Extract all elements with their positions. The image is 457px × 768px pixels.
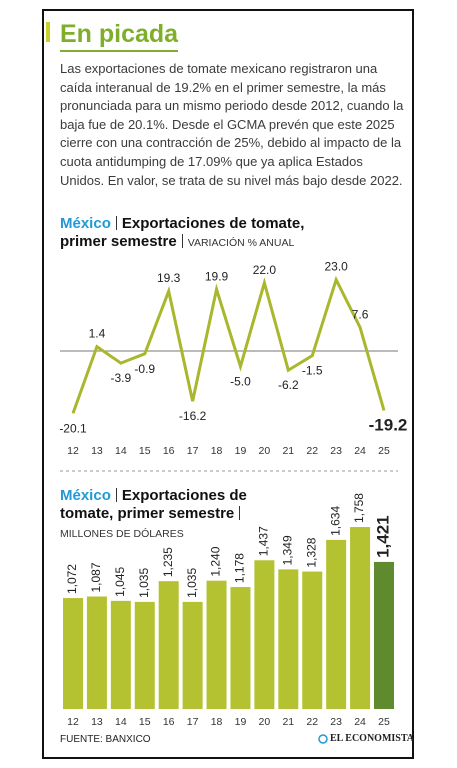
logo-icon <box>318 734 328 744</box>
x-tick-label: 17 <box>187 445 199 457</box>
title-accent <box>46 22 50 42</box>
data-label: 1,421 <box>373 515 392 558</box>
bar <box>254 560 275 709</box>
data-label: 1,634 <box>328 506 342 536</box>
x-tick-label: 20 <box>259 445 271 457</box>
bar <box>110 600 131 709</box>
data-label: -19.2 <box>369 416 408 435</box>
bar <box>206 580 227 709</box>
x-tick-label: 13 <box>91 716 103 728</box>
bar <box>230 587 251 709</box>
x-tick-label: 21 <box>282 716 294 728</box>
data-label: 1,240 <box>209 546 223 576</box>
data-label: 22.0 <box>253 263 277 277</box>
data-label: 1,437 <box>257 526 271 556</box>
x-tick-label: 15 <box>139 716 151 728</box>
x-tick-label: 25 <box>378 445 390 457</box>
data-label: -5.0 <box>230 375 251 389</box>
data-label: 1,758 <box>352 493 366 523</box>
data-label: 1,328 <box>304 537 318 567</box>
x-tick-label: 20 <box>259 716 271 728</box>
data-label: 23.0 <box>324 260 348 274</box>
chart-subtitle: VARIACIÓN % ANUAL <box>187 237 295 249</box>
x-tick-label: 22 <box>306 716 318 728</box>
separator <box>181 234 183 248</box>
x-tick-label: 15 <box>139 445 151 457</box>
chart-heading: Exportaciones de tomate, primer semestre <box>60 487 247 522</box>
data-label: -20.1 <box>59 421 87 435</box>
chart-tag: México <box>60 487 111 504</box>
data-label: 1,349 <box>280 535 294 565</box>
title: En picada <box>60 20 179 52</box>
data-label: -6.2 <box>278 378 299 392</box>
data-label: -3.9 <box>111 371 132 385</box>
x-tick-label: 16 <box>163 716 175 728</box>
data-label: 19.3 <box>157 271 181 285</box>
bar <box>278 569 299 709</box>
chart-title: México Exportaciones de tomate, primer se… <box>60 215 320 252</box>
data-label: -16.2 <box>179 409 207 423</box>
x-tick-label: 17 <box>187 716 199 728</box>
x-tick-label: 24 <box>354 445 366 457</box>
x-tick-label: 18 <box>211 445 223 457</box>
x-tick-label: 19 <box>235 445 247 457</box>
data-label: 7.6 <box>352 307 369 321</box>
chart-title: México Exportaciones de tomate, primer se… <box>60 487 290 543</box>
x-tick-label: 19 <box>235 716 247 728</box>
source: FUENTE: BANXICO <box>60 734 151 745</box>
x-tick-label: 18 <box>211 716 223 728</box>
data-label: 1,178 <box>233 553 247 583</box>
line <box>71 275 386 414</box>
data-label: -0.9 <box>134 362 155 376</box>
chart-tag: México <box>60 215 111 232</box>
data-label: 1,035 <box>185 568 199 598</box>
x-tick-label: 16 <box>163 445 175 457</box>
x-tick-label: 24 <box>354 716 366 728</box>
separator <box>239 506 241 520</box>
separator <box>115 488 117 502</box>
body-text: Las exportaciones de tomate mexicano reg… <box>60 61 404 188</box>
chart-subtitle: MILLONES DE DÓLARES <box>60 528 184 540</box>
bar <box>158 581 179 709</box>
x-tick-label: 13 <box>91 445 103 457</box>
data-label: -1.5 <box>302 364 323 378</box>
bar <box>86 596 107 709</box>
data-label: 19.9 <box>205 269 229 283</box>
x-tick-label: 14 <box>115 716 127 728</box>
x-tick-label: 25 <box>378 716 390 728</box>
bar <box>326 539 347 709</box>
x-tick-label: 12 <box>67 716 79 728</box>
data-label: 1.4 <box>89 327 106 341</box>
x-tick-label: 14 <box>115 445 127 457</box>
data-label: 1,045 <box>113 566 127 596</box>
data-label: 1,087 <box>89 562 103 592</box>
bar <box>134 601 155 709</box>
bar <box>182 601 203 709</box>
bar <box>302 571 323 709</box>
data-label: 1,072 <box>65 564 79 594</box>
data-label: 1,235 <box>161 547 175 577</box>
logo: EL ECONOMISTA <box>330 733 414 744</box>
x-tick-label: 23 <box>330 716 342 728</box>
bar <box>374 561 394 709</box>
bar <box>350 527 371 709</box>
bar <box>63 598 83 709</box>
x-tick-label: 21 <box>282 445 294 457</box>
data-label: 1,035 <box>137 568 151 598</box>
x-tick-label: 23 <box>330 445 342 457</box>
x-tick-label: 22 <box>306 445 318 457</box>
x-tick-label: 12 <box>67 445 79 457</box>
separator <box>115 216 117 230</box>
chart-heading: Exportaciones de tomate, primer semestre <box>60 215 305 250</box>
